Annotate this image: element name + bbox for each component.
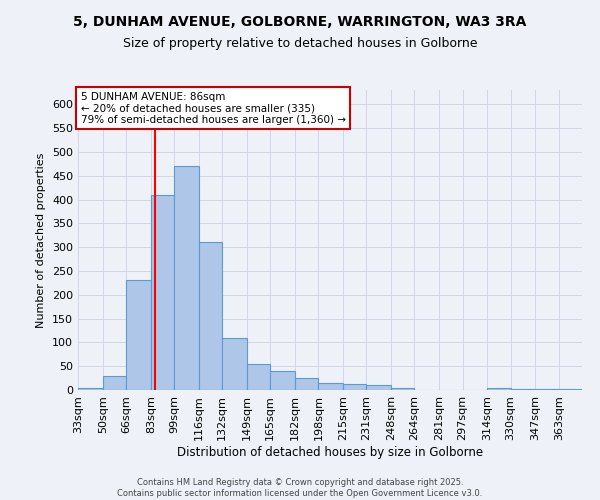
Text: Contains HM Land Registry data © Crown copyright and database right 2025.
Contai: Contains HM Land Registry data © Crown c… xyxy=(118,478,482,498)
Bar xyxy=(222,338,247,390)
Bar xyxy=(174,166,199,390)
Bar xyxy=(367,385,391,390)
Text: 5, DUNHAM AVENUE, GOLBORNE, WARRINGTON, WA3 3RA: 5, DUNHAM AVENUE, GOLBORNE, WARRINGTON, … xyxy=(73,15,527,29)
Bar xyxy=(511,388,535,390)
Text: 5 DUNHAM AVENUE: 86sqm
← 20% of detached houses are smaller (335)
79% of semi-de: 5 DUNHAM AVENUE: 86sqm ← 20% of detached… xyxy=(80,92,346,124)
Bar xyxy=(103,376,126,390)
Bar xyxy=(319,383,343,390)
Bar xyxy=(199,242,222,390)
Bar xyxy=(126,280,151,390)
Bar xyxy=(78,388,103,390)
Bar xyxy=(151,195,174,390)
Bar xyxy=(343,384,367,390)
Bar xyxy=(247,364,270,390)
Bar xyxy=(270,371,295,390)
Bar xyxy=(559,388,582,390)
Bar xyxy=(295,378,319,390)
X-axis label: Distribution of detached houses by size in Golborne: Distribution of detached houses by size … xyxy=(177,446,483,458)
Bar xyxy=(487,388,511,390)
Y-axis label: Number of detached properties: Number of detached properties xyxy=(37,152,46,328)
Bar xyxy=(535,389,559,390)
Text: Size of property relative to detached houses in Golborne: Size of property relative to detached ho… xyxy=(123,38,477,51)
Bar xyxy=(391,388,415,390)
